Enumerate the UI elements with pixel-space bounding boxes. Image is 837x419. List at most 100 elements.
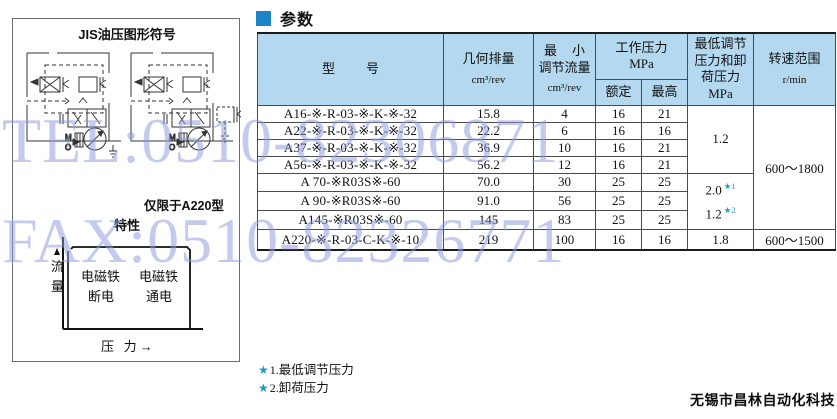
diagram-title: JIS油压图形符号 <box>78 27 176 42</box>
section-header: 参数 <box>256 6 314 30</box>
cell-model: A145-※R03S※-60 <box>257 210 444 231</box>
chart-x-axis-label: 压 力→ <box>101 339 156 354</box>
footnotes-list: ★1.最低调节压力 ★2.卸荷压力 <box>258 362 354 398</box>
table-row: A16-※-R-03-※-K-※-32 15.8 4 16 21 1.2 600… <box>257 104 837 231</box>
schematic-standard: M O <box>26 52 121 158</box>
table-row: A145-※R03S※-60 145 83 25 25 <box>257 210 836 231</box>
header-row-1: 型 号 几何排量 cm³/rev 最 小 调节流量 cm³/rev <box>257 31 837 106</box>
cell-rated: 25 <box>595 172 642 193</box>
chart-y-axis-label: 流 <box>51 259 64 274</box>
chart-label-energized-1: 电磁铁 <box>139 269 178 284</box>
cell-min-flow: 83 <box>533 210 596 231</box>
cell-displacement: 145 <box>443 210 534 231</box>
cell-max: 21 <box>640 155 689 174</box>
cell-speed-group-1: 600～1800 <box>753 104 837 231</box>
cell-max: 25 <box>640 210 689 231</box>
cell-model: A16-※-R-03-※-K-※-32 <box>257 104 444 123</box>
cell-displacement: 91.0 <box>443 191 534 212</box>
characteristic-curve-chart: 流 量 电磁铁 断电 电磁铁 通电 压 力→ <box>51 237 203 354</box>
cell-min-flow: 12 <box>533 155 596 174</box>
cell-min-flow: 10 <box>533 138 596 157</box>
cell-rated: 25 <box>595 210 642 231</box>
cell-model: A220-※-R-03-C-K-※-10 <box>257 229 444 252</box>
cell-min-adjust-group-1: 1.2 <box>687 104 755 174</box>
min-adjust-value-1: 2.0 ★1 <box>705 180 736 197</box>
symbols-and-characteristics-panel: JIS油压图形符号 <box>12 18 241 362</box>
cell-min-flow: 6 <box>533 121 596 140</box>
table-row: A220-※-R-03-C-K-※-10 219 100 16 16 1.8 6… <box>257 229 837 252</box>
company-name: 无锡市昌林自动化科技 <box>690 392 835 408</box>
footnote-number: 2. <box>269 380 279 395</box>
section-marker-icon <box>256 10 271 26</box>
footnote-mark-2: ★2 <box>723 204 736 215</box>
characteristic-chart-title: 特性 <box>113 218 140 233</box>
cell-displacement: 22.2 <box>443 121 534 140</box>
cell-min-flow: 4 <box>533 104 596 123</box>
footnote-item: ★1.最低调节压力 <box>258 362 354 380</box>
cell-max: 25 <box>640 172 689 193</box>
footnote-text: 最低调节压力 <box>278 363 354 377</box>
parameters-section: 参数 型 号 几何排量 cm³/rev 最 小 <box>256 0 837 419</box>
cell-displacement: 36.9 <box>443 138 534 157</box>
table-row: A37-※-R-03-※-K-※-32 36.9 10 16 21 <box>257 138 836 157</box>
header-row-2: 额定 最高 <box>258 78 836 106</box>
cell-min-flow: 56 <box>533 191 596 212</box>
footnote-star-icon: ★ <box>258 363 269 377</box>
cell-min-flow: 30 <box>533 172 596 193</box>
table-row: A 70-※R03S※-60 70.0 30 25 25 2.0 ★1 1.2 ★2 <box>257 172 836 231</box>
footnote-mark-1: ★1 <box>723 180 736 191</box>
section-title: 参数 <box>280 12 315 29</box>
th-min-adjust-pressure: 最低调节 压力和卸 荷压力 MPa <box>687 32 755 106</box>
chart-label-energized-2: 通电 <box>146 289 172 304</box>
chart-label-deenergized-2: 断电 <box>88 289 114 304</box>
cell-model: A 70-※R03S※-60 <box>257 172 444 193</box>
footnote-item: ★2.卸荷压力 <box>258 380 354 398</box>
jis-hydraulic-symbol-diagrams: M O <box>26 52 241 158</box>
cell-model: A37-※-R-03-※-K-※-32 <box>257 138 444 157</box>
cell-min-adjust-group-3: 1.8 <box>687 229 755 252</box>
cell-displacement: 70.0 <box>443 172 534 193</box>
footnote-text: 卸荷压力 <box>278 380 329 395</box>
cell-max: 16 <box>640 121 689 140</box>
cell-min-flow: 100 <box>533 229 596 252</box>
cell-displacement: 56.2 <box>443 155 534 174</box>
th-min-flow: 最 小 调节流量 cm³/rev <box>533 32 596 106</box>
svg-text:O: O <box>169 143 175 152</box>
cell-rated: 16 <box>595 155 642 174</box>
cell-max: 21 <box>640 104 689 123</box>
th-working-pressure: 工作压力 MPa <box>594 31 689 80</box>
cell-model: A22-※-R-03-※-K-※-32 <box>257 121 444 140</box>
footnote-star-icon: ★ <box>258 380 269 395</box>
cell-rated: 16 <box>595 138 642 157</box>
min-adjust-value-2: 1.2 ★2 <box>705 204 736 222</box>
cell-rated: 25 <box>595 191 642 212</box>
th-max: 最高 <box>640 78 689 106</box>
table-body: A16-※-R-03-※-K-※-32 15.8 4 16 21 1.2 600… <box>257 104 837 252</box>
table-header: 型 号 几何排量 cm³/rev 最 小 调节流量 cm³/rev <box>257 31 837 106</box>
th-displacement: 几何排量 cm³/rev <box>443 32 534 106</box>
th-rated: 额定 <box>595 78 642 106</box>
schematic-a220-only: M O <box>130 52 241 153</box>
cell-rated: 16 <box>595 104 642 123</box>
cell-model: A 90-※R03S※-60 <box>257 191 444 212</box>
chart-label-deenergized-1: 电磁铁 <box>81 269 120 284</box>
svg-text:M: M <box>169 133 176 142</box>
cell-model: A56-※-R-03-※-K-※-32 <box>257 155 444 174</box>
cell-displacement: 15.8 <box>443 104 534 123</box>
svg-text:M: M <box>65 133 72 142</box>
cell-max: 25 <box>640 191 689 212</box>
cell-displacement: 219 <box>443 229 534 252</box>
cell-max: 21 <box>640 138 689 157</box>
cell-rated: 16 <box>595 121 642 140</box>
symbol-caption-a220: 仅限于A220型 <box>144 199 224 213</box>
cell-rated: 16 <box>595 229 642 252</box>
cell-min-adjust-group-2: 2.0 ★1 1.2 ★2 <box>687 172 755 231</box>
th-speed-range: 转速范围 r/min <box>753 32 837 106</box>
table-row: A 90-※R03S※-60 91.0 56 25 25 <box>257 191 836 212</box>
th-model: 型 号 <box>257 32 444 106</box>
table-row: A56-※-R-03-※-K-※-32 56.2 12 16 21 <box>257 155 836 174</box>
cell-max: 16 <box>640 229 689 252</box>
cell-speed-group-2: 600～1500 <box>753 229 837 252</box>
footnote-number: 1. <box>269 363 279 377</box>
svg-text:O: O <box>65 143 71 152</box>
